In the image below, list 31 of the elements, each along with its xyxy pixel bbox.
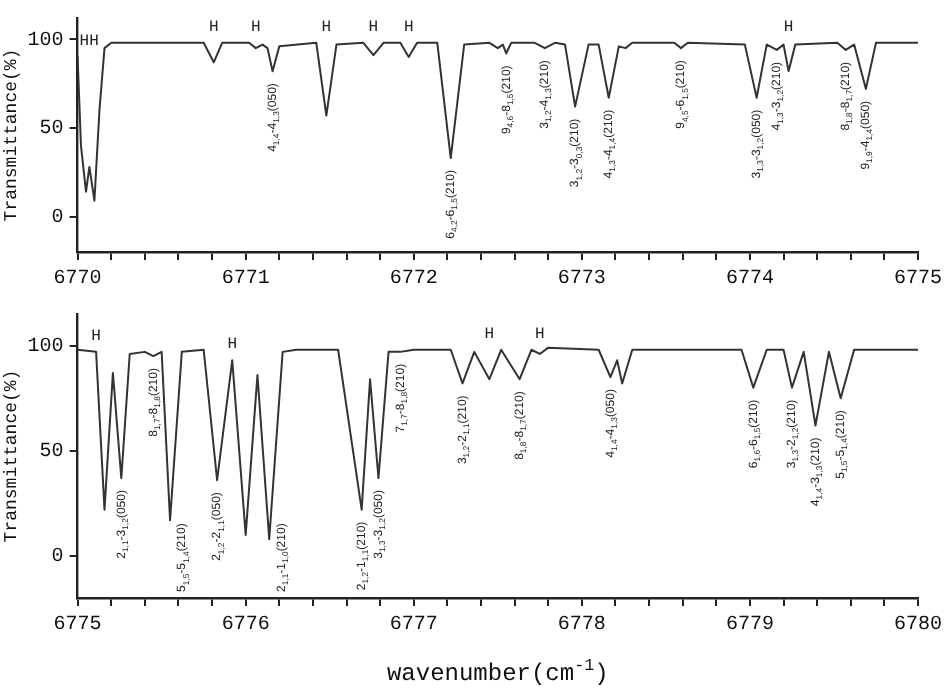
y-tick-label: 100 <box>27 30 64 53</box>
x-tick-label: 6778 <box>557 615 606 638</box>
x-tick-label: 6770 <box>53 269 102 292</box>
y-tick-label: 100 <box>27 336 64 359</box>
x-tick-label: 6773 <box>557 269 606 292</box>
x-tick-label: 6775 <box>893 269 943 292</box>
x-tick-label: 6776 <box>221 615 270 638</box>
y-axis-title: Transmittance(%) <box>1 369 22 543</box>
annotation: H <box>783 18 794 37</box>
annotation: H <box>321 18 332 37</box>
x-tick-label: 6774 <box>725 269 774 292</box>
annotation: H <box>250 18 261 37</box>
annotation: H <box>208 18 219 37</box>
annotation: H <box>535 325 546 344</box>
annotation: H <box>227 336 238 355</box>
annotation: H <box>368 18 379 37</box>
x-tick-label: 6771 <box>221 269 270 292</box>
annotation: H <box>484 325 495 344</box>
y-axis-title: Transmittance(%) <box>1 48 22 222</box>
annotation: HH <box>79 33 100 51</box>
y-tick-label: 50 <box>39 442 64 465</box>
x-tick-label: 6777 <box>389 615 438 638</box>
y-tick-label: 0 <box>51 207 64 230</box>
x-tick-label: 6775 <box>53 615 102 638</box>
annotation: H <box>403 18 414 37</box>
y-tick-label: 50 <box>39 119 64 142</box>
x-tick-label: 6772 <box>389 269 438 292</box>
y-tick-label: 0 <box>51 547 64 570</box>
x-tick-label: 6779 <box>725 615 774 638</box>
x-tick-label: 6780 <box>893 615 943 638</box>
annotation: H <box>91 327 102 346</box>
